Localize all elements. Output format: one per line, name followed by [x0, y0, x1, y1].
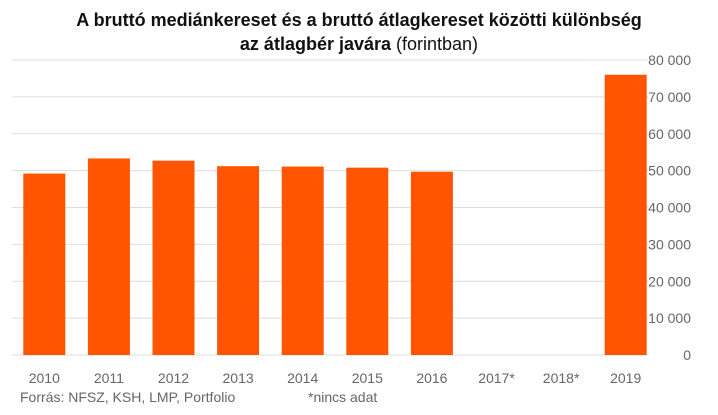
y-tick-label: 30 000 — [648, 236, 691, 252]
bar-2012 — [152, 160, 195, 355]
chart-title-line-2: az átlagbér javára (forintban) — [0, 32, 718, 56]
x-tick-label: 2015 — [352, 370, 383, 386]
y-tick-label: 0 — [683, 347, 691, 363]
bar-2013 — [217, 166, 260, 355]
x-tick-label: 2018* — [543, 370, 580, 386]
y-tick-label: 50 000 — [648, 163, 691, 179]
x-tick-label: 2013 — [223, 370, 254, 386]
bar-2014 — [281, 166, 324, 355]
x-tick-label: 2016 — [416, 370, 447, 386]
bar-2011 — [87, 158, 130, 355]
source-note: Forrás: NFSZ, KSH, LMP, Portfolio — [20, 389, 236, 405]
x-tick-label: 2017* — [478, 370, 515, 386]
y-tick-label: 70 000 — [648, 89, 691, 105]
y-tick-label: 60 000 — [648, 126, 691, 142]
bar-2010 — [23, 173, 66, 355]
x-tick-label: 2011 — [94, 370, 124, 386]
bar-2016 — [410, 171, 453, 355]
x-tick-label: 2014 — [287, 370, 318, 386]
y-tick-label: 20 000 — [648, 273, 691, 289]
x-tick-label: 2012 — [158, 370, 189, 386]
chart-title-emphasis: az átlagbér javára — [239, 34, 392, 54]
y-tick-label: 40 000 — [648, 200, 691, 216]
bar-2019 — [604, 74, 647, 355]
chart-title-line-1: A bruttó mediánkereset és a bruttó átlag… — [76, 10, 642, 30]
x-tick-label: 2019 — [610, 370, 641, 386]
chart-title: A bruttó mediánkereset és a bruttó átlag… — [0, 8, 718, 56]
x-tick-label: 2010 — [29, 370, 60, 386]
y-tick-label: 80 000 — [648, 52, 691, 68]
y-tick-label: 10 000 — [648, 310, 691, 326]
missing-data-note: *nincs adat — [308, 389, 378, 405]
bar-2015 — [346, 167, 389, 355]
chart-title-unit: (forintban) — [391, 34, 479, 54]
